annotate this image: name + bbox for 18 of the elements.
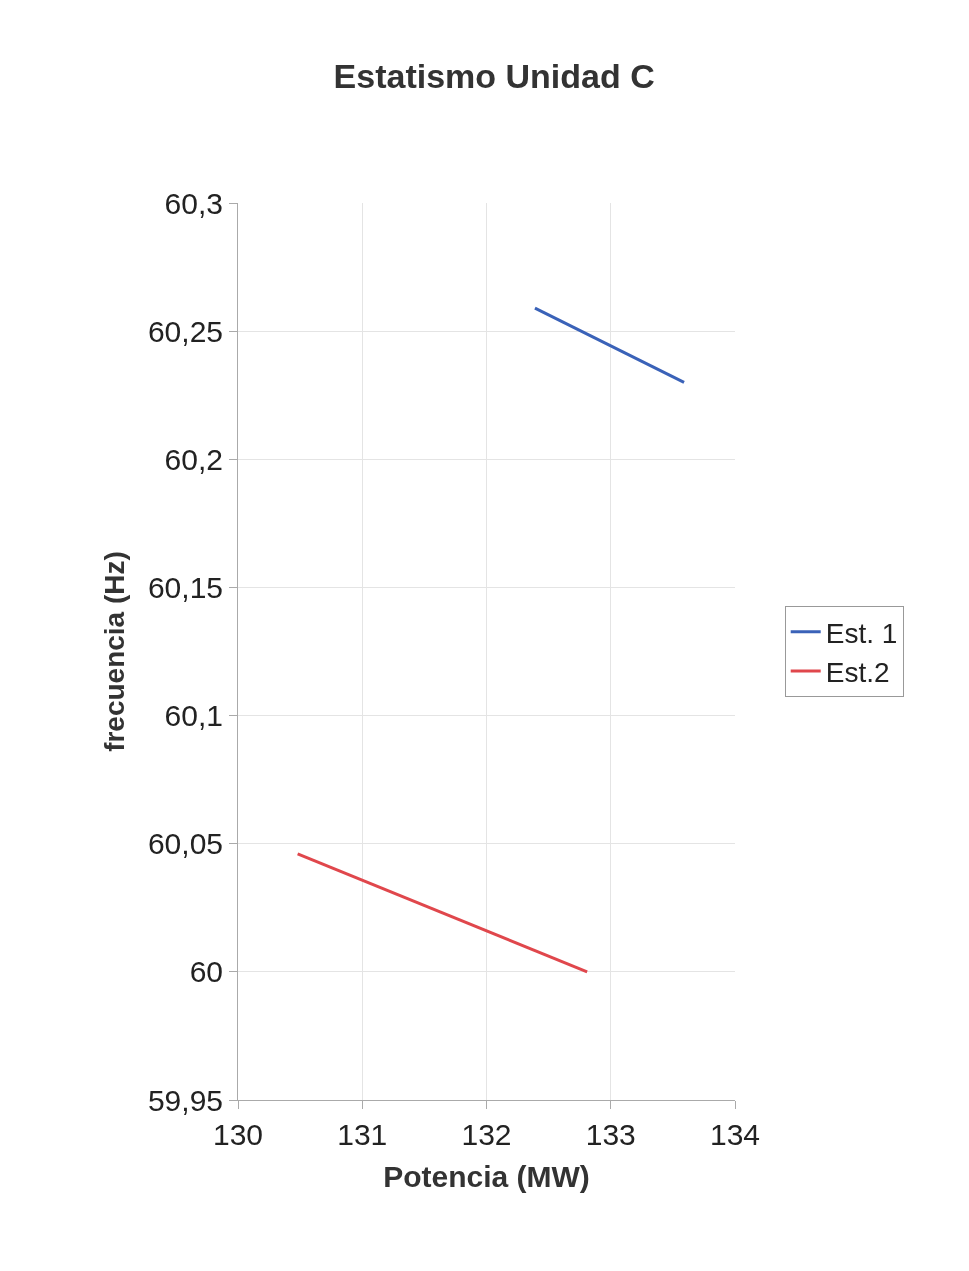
x-tick-label: 131 bbox=[337, 1118, 388, 1151]
y-tick-label: 60,3 bbox=[164, 186, 223, 220]
y-axis-title: frecuencia (Hz) bbox=[98, 551, 130, 752]
legend-label: Est. 1 bbox=[825, 617, 898, 649]
y-tick-label: 60,1 bbox=[164, 699, 223, 733]
x-tick-label: 132 bbox=[461, 1118, 512, 1151]
y-tick-label: 59,95 bbox=[147, 1083, 223, 1117]
y-tick-label: 60,2 bbox=[164, 442, 223, 476]
legend-label: Est.2 bbox=[825, 657, 890, 689]
x-tick-label: 133 bbox=[585, 1118, 636, 1151]
y-tick-label: 60,05 bbox=[147, 827, 223, 861]
x-tick-label: 130 bbox=[212, 1118, 264, 1151]
y-tick-label: 60,15 bbox=[147, 570, 223, 604]
x-axis-title: Potencia (MW) bbox=[383, 1159, 590, 1193]
y-tick-label: 60,25 bbox=[147, 314, 223, 348]
chart-title: Estatismo Unidad C bbox=[333, 57, 655, 96]
x-tick-label: 134 bbox=[709, 1118, 761, 1151]
y-tick-label: 60 bbox=[189, 955, 223, 989]
